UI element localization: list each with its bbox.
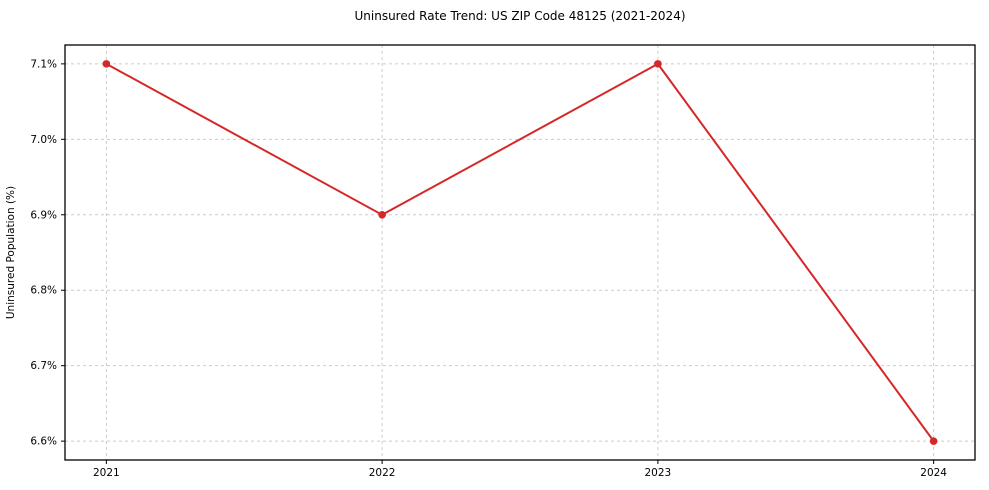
y-tick-label: 6.8% xyxy=(30,285,57,297)
y-tick-label: 6.6% xyxy=(30,436,57,448)
data-point xyxy=(378,210,386,219)
x-tick-label: 2021 xyxy=(93,467,120,479)
data-point xyxy=(929,437,938,445)
data-point xyxy=(102,60,111,68)
y-tick-label: 7.0% xyxy=(30,134,57,146)
chart-title: Uninsured Rate Trend: US ZIP Code 48125 … xyxy=(354,9,686,23)
plot-frame xyxy=(64,44,976,461)
data-point xyxy=(654,60,662,68)
axis-tick-labels: 6.6% 6.7% 6.8% 6.9% 7.0% 7.1% 2021 2022 2023 2024 xyxy=(30,58,947,479)
grid xyxy=(65,45,975,460)
data-line xyxy=(105,62,935,443)
x-tick-label: 2023 xyxy=(645,467,672,479)
y-axis-label: Uninsured Population (%) xyxy=(5,186,17,319)
x-tick-label: 2024 xyxy=(920,467,947,479)
y-tick-label: 6.7% xyxy=(30,360,57,372)
y-tick-label: 6.9% xyxy=(30,209,57,221)
axis-ticks xyxy=(61,63,935,464)
y-tick-label: 7.1% xyxy=(30,58,57,70)
x-tick-label: 2022 xyxy=(369,467,396,479)
